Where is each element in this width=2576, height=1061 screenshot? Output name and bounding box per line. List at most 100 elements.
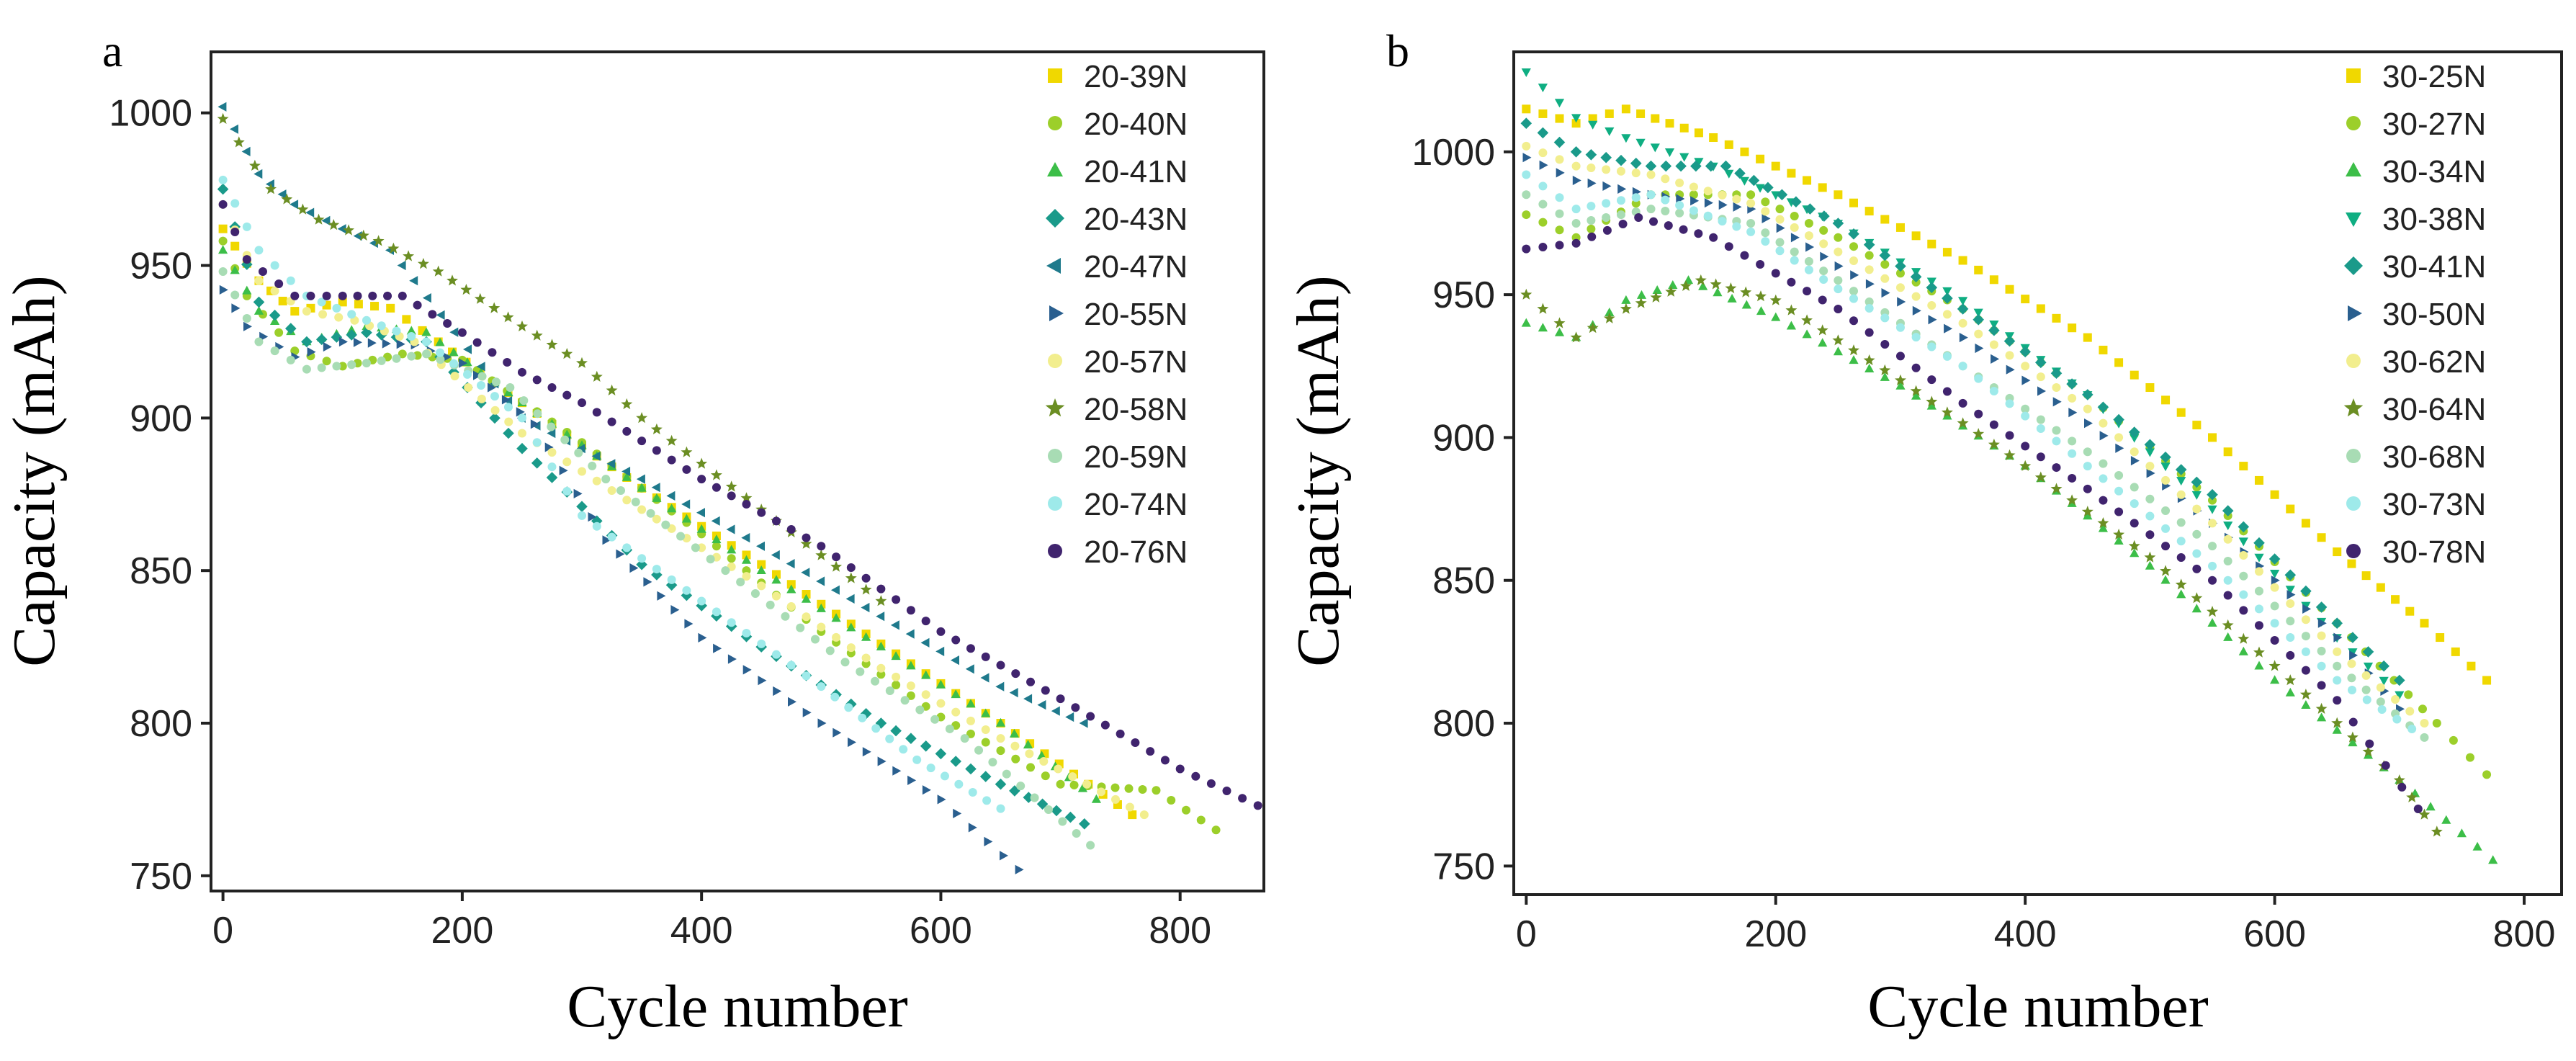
data-point xyxy=(921,670,931,679)
data-point xyxy=(920,637,930,648)
data-point xyxy=(637,554,647,563)
data-point xyxy=(830,585,840,595)
data-point xyxy=(1097,787,1106,797)
data-point xyxy=(270,261,279,270)
data-point xyxy=(2362,695,2371,704)
data-point xyxy=(1989,420,1998,429)
data-point xyxy=(290,200,299,210)
data-point xyxy=(1974,409,1983,418)
data-point xyxy=(1649,217,1658,226)
data-point xyxy=(1988,324,2000,336)
data-point xyxy=(2161,475,2171,485)
data-point xyxy=(1010,741,1020,751)
data-point xyxy=(711,516,720,526)
panel-a-y-ticks: 750 800 850 900 950 1000 xyxy=(109,93,211,897)
data-point xyxy=(2331,717,2343,728)
data-point xyxy=(968,788,977,797)
data-point xyxy=(2270,675,2280,684)
data-point xyxy=(1804,256,1813,266)
data-point xyxy=(771,575,781,584)
data-point xyxy=(606,459,616,469)
data-point xyxy=(816,576,825,586)
data-point xyxy=(2465,753,2474,762)
data-point xyxy=(786,524,796,534)
data-point xyxy=(561,348,573,359)
data-point xyxy=(1790,223,1799,232)
data-point xyxy=(2361,671,2371,680)
data-point xyxy=(1602,225,1612,235)
data-point xyxy=(2223,447,2232,457)
series-30-73N xyxy=(1522,170,2417,733)
data-point xyxy=(1895,269,1905,278)
data-point xyxy=(1834,190,1843,200)
data-point xyxy=(2084,418,2093,429)
data-point xyxy=(1698,281,1708,290)
data-point xyxy=(253,305,264,315)
data-point xyxy=(1621,104,1630,114)
data-point xyxy=(2113,413,2124,426)
data-point xyxy=(1762,213,1771,223)
data-point xyxy=(601,475,611,484)
data-point xyxy=(1776,189,1788,201)
series-20-58N xyxy=(217,112,887,606)
data-point xyxy=(981,652,990,661)
series-30-41N xyxy=(1520,117,2405,686)
data-point xyxy=(2315,601,2328,613)
data-point xyxy=(876,663,886,673)
data-point xyxy=(922,785,931,795)
data-point xyxy=(442,352,452,362)
data-point xyxy=(2191,592,2203,604)
data-point xyxy=(1741,300,1751,309)
data-point xyxy=(1002,769,1011,779)
data-point xyxy=(2128,426,2140,438)
data-point xyxy=(1124,784,1134,793)
data-point xyxy=(844,703,853,712)
data-point xyxy=(2301,647,2310,656)
data-point xyxy=(1724,242,1733,251)
data-point xyxy=(1756,154,1765,164)
data-point xyxy=(912,755,922,764)
data-point xyxy=(1941,406,1953,418)
legend-item: 30-64N xyxy=(2343,392,2486,427)
legend-item: 30-62N xyxy=(2346,344,2486,380)
data-point xyxy=(1718,217,1727,226)
data-point xyxy=(1588,120,1598,130)
data-point xyxy=(2208,496,2217,505)
data-point xyxy=(1834,261,1844,272)
data-point xyxy=(2161,395,2171,405)
data-point xyxy=(243,321,252,331)
data-point xyxy=(1635,138,1646,148)
data-point xyxy=(2145,494,2155,503)
series-20-55N xyxy=(219,285,1024,874)
data-point xyxy=(771,650,781,659)
data-point xyxy=(930,715,940,724)
data-point xyxy=(667,575,676,584)
data-point xyxy=(2381,761,2390,770)
data-point xyxy=(1175,764,1185,774)
data-point xyxy=(1605,308,1615,316)
data-point xyxy=(576,501,588,512)
data-point xyxy=(786,661,796,670)
data-point xyxy=(1522,170,1531,179)
data-point xyxy=(1849,316,1859,326)
data-point xyxy=(1761,207,1770,216)
data-point xyxy=(1618,219,1628,228)
y-tick-label: 950 xyxy=(1432,274,1495,316)
legend-label: 20-74N xyxy=(1084,487,1188,522)
legend-label: 30-73N xyxy=(2382,487,2486,522)
panel-a-legend: 20-39N 20-40N 20-41N 20-43N 20-47N 20-55N 20-5… xyxy=(1045,59,1188,570)
data-point xyxy=(2361,571,2371,581)
data-point xyxy=(1585,149,1597,161)
data-point xyxy=(1661,206,1670,215)
y-tick-label: 900 xyxy=(130,398,192,439)
data-point xyxy=(875,595,887,606)
data-point xyxy=(504,417,513,426)
data-point xyxy=(2036,424,2045,434)
data-point xyxy=(1879,364,1891,375)
data-point xyxy=(1771,269,1780,278)
data-point xyxy=(531,329,543,341)
data-point xyxy=(362,315,371,325)
data-point xyxy=(786,601,796,611)
data-point xyxy=(576,357,588,368)
